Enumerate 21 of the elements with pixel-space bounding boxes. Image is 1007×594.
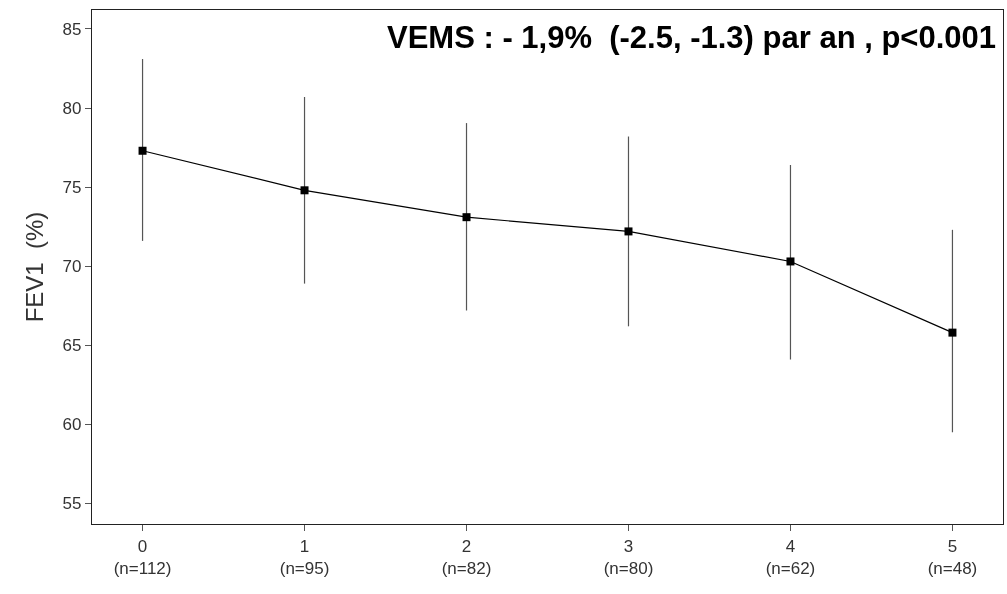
- y-tick-label: 55: [62, 494, 82, 514]
- x-tick-label: 0 (n=112): [113, 536, 172, 578]
- point: [462, 213, 471, 222]
- x-tick-label: 2 (n=82): [441, 536, 492, 578]
- annotation: VEMS : - 1,9% (-2.5, -1.3) par an , p<0.001: [387, 20, 997, 55]
- y-tick-label: 75: [62, 178, 82, 198]
- point: [948, 328, 957, 337]
- x-tick-label: 5 (n=48): [927, 536, 978, 578]
- y-tick-label: 65: [62, 336, 82, 356]
- y-tick-label: 60: [62, 415, 82, 435]
- point: [300, 186, 309, 195]
- y-tick-label: 70: [62, 257, 82, 277]
- point: [138, 146, 147, 155]
- y-tick-label: 85: [62, 19, 82, 39]
- x-tick-label: 1 (n=95): [279, 536, 330, 578]
- y-tick-label: 80: [62, 99, 82, 119]
- point: [786, 257, 795, 266]
- y-axis-title: FEV1 (%): [20, 211, 48, 323]
- point: [624, 227, 633, 236]
- x-tick-label: 3 (n=80): [603, 536, 654, 578]
- x-tick-label: 4 (n=62): [765, 536, 816, 578]
